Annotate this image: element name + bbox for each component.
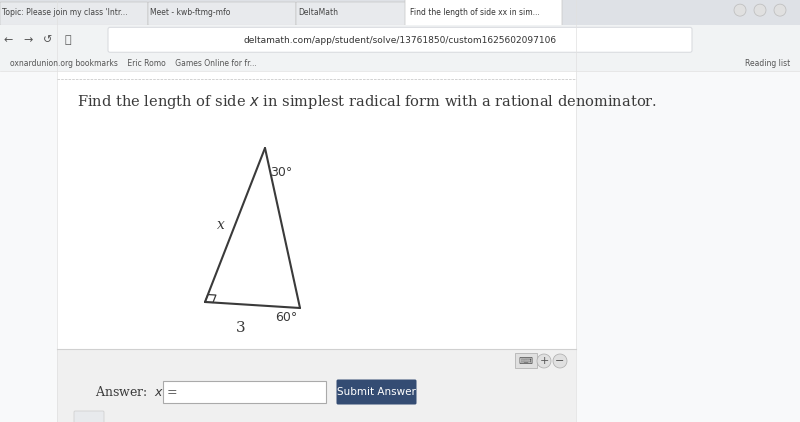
Text: x: x	[217, 218, 225, 232]
Text: oxnardunion.org bookmarks    Eric Romo    Games Online for fr...: oxnardunion.org bookmarks Eric Romo Game…	[10, 59, 257, 68]
Text: DeltaMath: DeltaMath	[298, 8, 338, 17]
FancyBboxPatch shape	[296, 2, 406, 25]
Circle shape	[553, 354, 567, 368]
FancyBboxPatch shape	[108, 27, 692, 52]
FancyBboxPatch shape	[0, 2, 148, 25]
Text: 60°: 60°	[274, 311, 297, 324]
Text: +: +	[539, 356, 549, 366]
Text: 🏠: 🏠	[65, 35, 71, 45]
Text: →: →	[23, 35, 33, 45]
Bar	[0, 71, 57, 422]
Bar	[576, 71, 800, 422]
Text: Find the length of side xx in sim...: Find the length of side xx in sim...	[410, 8, 540, 17]
Bar	[57, 71, 576, 422]
Bar	[163, 381, 326, 403]
Circle shape	[537, 354, 551, 368]
Text: Find the length of side $x$ in simplest radical form with a rational denominator: Find the length of side $x$ in simplest …	[77, 93, 657, 111]
FancyBboxPatch shape	[148, 2, 296, 25]
Text: 30°: 30°	[270, 166, 292, 179]
Circle shape	[774, 4, 786, 16]
Circle shape	[754, 4, 766, 16]
Text: Answer:  $x$ =: Answer: $x$ =	[95, 385, 178, 399]
Text: −: −	[555, 356, 565, 366]
Text: Submit Answer: Submit Answer	[337, 387, 416, 397]
FancyBboxPatch shape	[74, 411, 104, 422]
Bar	[0, 55, 800, 71]
FancyBboxPatch shape	[405, 0, 562, 26]
Text: ↺: ↺	[43, 35, 53, 45]
Bar	[57, 349, 576, 422]
Circle shape	[734, 4, 746, 16]
Text: Reading list: Reading list	[745, 59, 790, 68]
Text: 3: 3	[236, 321, 246, 335]
FancyBboxPatch shape	[515, 353, 537, 368]
Bar	[0, 0, 800, 25]
Text: deltamath.com/app/student/solve/13761850/custom1625602097106: deltamath.com/app/student/solve/13761850…	[243, 36, 557, 45]
FancyBboxPatch shape	[337, 379, 417, 405]
Text: ←: ←	[3, 35, 13, 45]
Text: ⌨: ⌨	[519, 356, 533, 366]
Text: Meet - kwb-ftmg-mfo: Meet - kwb-ftmg-mfo	[150, 8, 230, 17]
Text: Topic: Please join my class 'Intr...: Topic: Please join my class 'Intr...	[2, 8, 127, 17]
Bar	[0, 25, 800, 55]
